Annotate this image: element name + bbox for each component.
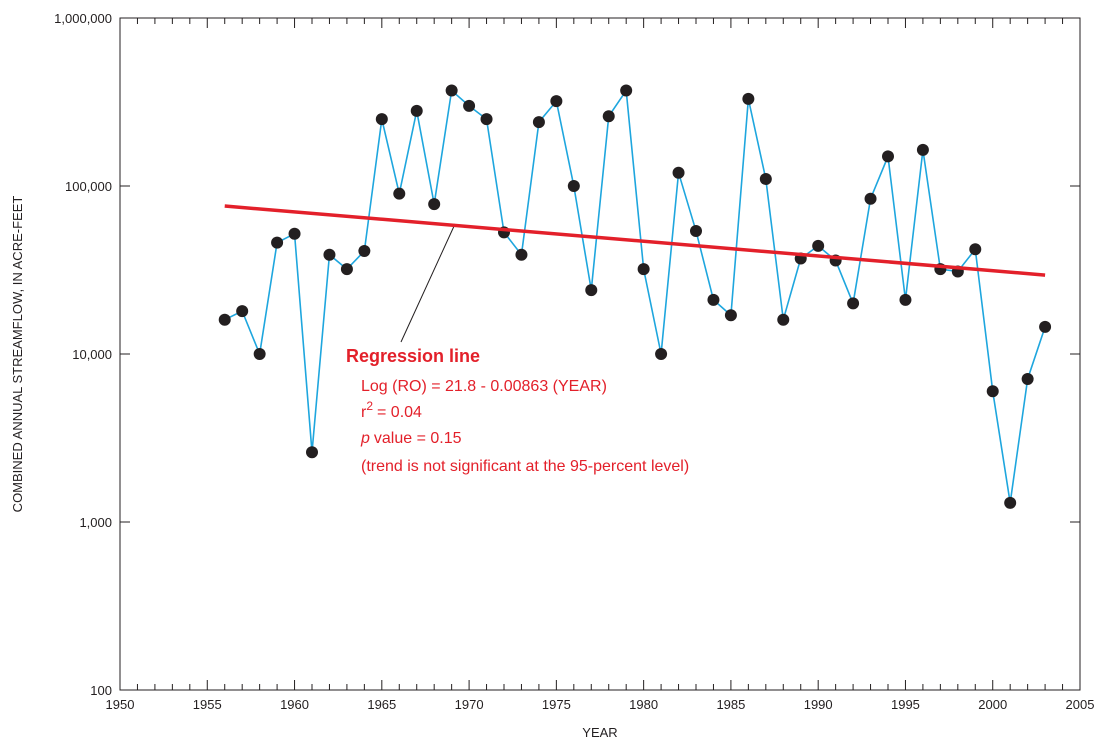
x-tick-label: 1985 [716,697,745,712]
annotation-note: (trend is not significant at the 95-perc… [361,458,689,475]
data-point [236,305,249,318]
data-point [759,173,772,186]
x-tick-label: 2000 [978,697,1007,712]
data-point [1039,320,1052,333]
x-tick-label: 1955 [193,697,222,712]
data-point [986,385,999,398]
annotation-r2: r2 = 0.04 [361,399,422,421]
data-point [969,243,982,256]
regression-line [224,204,1046,277]
data-point [515,248,528,261]
data-point [410,104,423,117]
data-point [323,248,336,261]
data-point [358,245,371,258]
data-point [690,224,702,237]
data-point [637,263,650,276]
x-axis-label: YEAR [582,725,617,740]
annotation-p: p value = 0.15 [360,430,462,447]
data-point [882,150,894,163]
data-point [428,198,441,211]
data-point [707,293,720,306]
data-point [445,84,458,97]
data-point [724,309,737,322]
y-tick-label: 100 [90,683,112,698]
x-tick-label: 1995 [891,697,920,712]
data-point [1021,372,1034,385]
data-point [672,166,685,179]
r2-sup: 2 [366,399,373,413]
p-text: value = 0.15 [374,430,462,447]
annotation-equation: Log (RO) = 21.8 - 0.00863 (YEAR) [361,378,607,395]
data-point [899,293,912,306]
data-point [253,348,266,360]
data-point [812,239,825,252]
x-tick-label: 1960 [280,697,309,712]
data-point [463,99,476,112]
data-point [742,92,755,105]
data-point [864,192,877,205]
data-point [218,313,231,326]
data-point [777,313,790,326]
y-axis-label: COMBINED ANNUAL STREAMFLOW, IN ACRE-FEET [10,196,25,513]
data-point [480,113,493,126]
data-point [375,113,388,126]
r2-text: = 0.04 [377,404,422,421]
data-point [585,284,598,297]
data-point [306,446,318,459]
x-tick-label: 1980 [629,697,658,712]
r2-label: r [361,404,367,421]
y-tick-label: 1,000 [79,515,112,530]
data-point [550,95,563,108]
x-tick-label: 1950 [106,697,135,712]
x-tick-label: 1990 [804,697,833,712]
x-tick-label: 1975 [542,697,571,712]
annotation-title: Regression line [346,346,480,366]
data-point [620,84,633,97]
data-point [602,110,615,123]
x-tick-label: 1970 [455,697,484,712]
data-point [916,143,929,156]
data-point [393,187,406,200]
data-point [655,348,668,360]
data-point [847,297,860,310]
data-point [288,227,301,240]
x-tick-label: 1965 [367,697,396,712]
leader-line [400,223,456,343]
data-point [271,236,284,249]
data-point [1004,496,1017,509]
data-point [532,116,545,129]
y-tick-label: 10,000 [72,347,112,362]
p-label: p [360,430,370,447]
y-tick-label: 100,000 [65,179,112,194]
data-point [567,180,580,192]
x-tick-label: 2005 [1066,697,1095,712]
data-point [340,263,353,276]
y-tick-label: 1,000,000 [54,11,112,26]
